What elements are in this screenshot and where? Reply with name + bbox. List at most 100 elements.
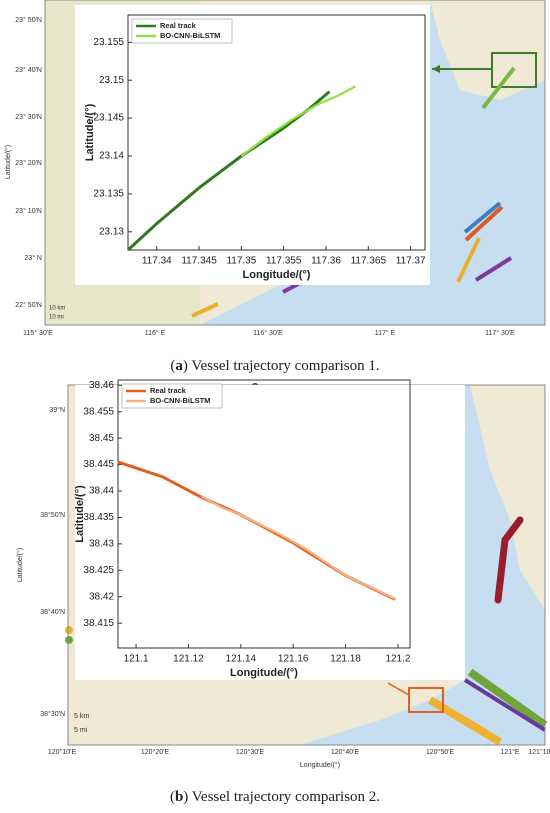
map-lon-label: 121°E xyxy=(500,748,519,756)
x-tick-label: 117.35 xyxy=(226,256,256,267)
map-lon-label: 120°40'E xyxy=(331,748,360,756)
map-lat-label: 23° 30'N xyxy=(15,113,42,121)
map-lat-label: 23° N xyxy=(24,254,42,262)
track xyxy=(494,516,524,604)
map-lat-label: 38°40'N xyxy=(40,608,65,616)
legend-box xyxy=(131,18,233,44)
scale: 10 mi xyxy=(49,315,64,321)
track xyxy=(481,66,516,110)
y-tick-label: 38.44 xyxy=(89,486,114,497)
scale: 5 km xyxy=(74,713,89,720)
caption-label: a xyxy=(175,358,183,374)
legend-label: Real track xyxy=(150,386,187,395)
x-tick-label: 117.355 xyxy=(266,256,302,267)
y-tick-label: 38.42 xyxy=(89,591,114,602)
legend-label: BO-CNN-BiLSTM xyxy=(150,396,210,405)
zoom-arrow xyxy=(387,682,410,696)
map-ylabel: Latitude/(°) xyxy=(16,548,24,582)
map-ylabel: Latitude/(°) xyxy=(4,145,12,179)
scale: 5 mi xyxy=(74,727,88,734)
track xyxy=(427,696,503,746)
x-tick-label: 117.36 xyxy=(311,256,341,267)
map-lat-label: 23° 10'N xyxy=(15,207,42,215)
zoom-box xyxy=(408,687,444,713)
y-tick-label: 23.145 xyxy=(93,113,124,124)
island xyxy=(430,0,545,100)
y-tick-label: 23.14 xyxy=(99,151,124,162)
y-tick-label: 38.455 xyxy=(83,406,114,417)
paren: ( xyxy=(170,358,175,374)
map-lat-label: 23° 50'N xyxy=(15,16,42,24)
x-tick-label: 117.37 xyxy=(396,256,426,267)
map-lon-label: 120°20'E xyxy=(141,748,170,756)
paren: ( xyxy=(170,789,175,805)
plot-frame xyxy=(127,14,426,251)
series-line xyxy=(200,495,396,600)
map-xlabel: Longitude/(°) xyxy=(300,761,340,769)
y-axis-label: Latitude/(°) xyxy=(84,103,96,161)
map-lat-label: 22° 50'N xyxy=(15,301,42,309)
y-axis-label: Latitude/(°) xyxy=(74,485,86,543)
arrow-head xyxy=(432,65,440,73)
caption: (b) Vessel trajectory comparison 2. xyxy=(170,789,380,805)
y-tick-label: 38.435 xyxy=(83,512,114,523)
map-lon-label: 120°30'E xyxy=(236,748,265,756)
y-tick-label: 23.155 xyxy=(93,37,124,48)
caption-label: b xyxy=(175,789,183,805)
map-lon-label: 121°10' xyxy=(528,748,550,756)
map-lat-label: 23° 40'N xyxy=(15,66,42,74)
inset xyxy=(75,5,430,285)
y-tick-label: 38.415 xyxy=(83,618,114,629)
x-tick-label: 121.1 xyxy=(124,654,149,665)
y-tick-label: 38.46 xyxy=(89,380,114,391)
y-tick-label: 38.425 xyxy=(83,565,114,576)
map-lon-label: 117° 30'E xyxy=(485,329,515,337)
map-frame xyxy=(44,0,546,326)
map-lon-label: 115° 30'E xyxy=(23,329,53,337)
marker xyxy=(65,626,73,634)
track xyxy=(456,237,481,283)
caption: (a) Vessel trajectory comparison 1. xyxy=(170,358,379,374)
x-tick-label: 121.14 xyxy=(226,654,257,665)
track xyxy=(463,678,547,732)
track xyxy=(464,205,504,242)
track xyxy=(463,201,502,234)
track xyxy=(474,256,513,282)
x-tick-label: 121.16 xyxy=(278,654,309,665)
map-lat-label: 38°50'N xyxy=(40,511,65,519)
series-line xyxy=(240,85,357,157)
map-lon-label: 117° E xyxy=(375,329,396,337)
legend-box xyxy=(121,383,223,409)
inset xyxy=(75,385,465,680)
track xyxy=(191,302,219,318)
y-tick-label: 23.15 xyxy=(99,75,124,86)
legend-label: Real track xyxy=(160,21,197,30)
x-tick-label: 121.12 xyxy=(173,654,204,665)
paren: ) xyxy=(183,358,191,374)
map-lon-label: 120°50'E xyxy=(426,748,455,756)
map-lon-label: 120°10'E xyxy=(48,748,77,756)
y-tick-label: 23.13 xyxy=(99,226,124,237)
x-tick-label: 117.365 xyxy=(351,256,387,267)
y-tick-label: 38.43 xyxy=(89,539,114,550)
map-lon-label: 116° 30'E xyxy=(253,329,283,337)
land xyxy=(470,385,545,610)
y-tick-label: 38.45 xyxy=(89,433,114,444)
y-tick-label: 23.135 xyxy=(93,189,124,200)
plot-frame xyxy=(117,379,411,649)
caption-text: Vessel trajectory comparison 2. xyxy=(192,789,380,805)
x-axis-label: Longitude/(°) xyxy=(230,667,298,679)
scale: 10 km xyxy=(49,306,65,312)
map-lat-label: 39°N xyxy=(49,406,65,414)
caption-text: Vessel trajectory comparison 1. xyxy=(191,358,379,374)
x-tick-label: 117.345 xyxy=(181,256,217,267)
x-tick-label: 121.18 xyxy=(330,654,361,665)
map-lat-label: 23° 20'N xyxy=(15,159,42,167)
y-tick-label: 38.445 xyxy=(83,459,114,470)
x-tick-label: 121.2 xyxy=(385,654,410,665)
track xyxy=(467,668,548,729)
map-lon-label: 116° E xyxy=(145,329,166,337)
x-tick-label: 117.34 xyxy=(142,256,172,267)
x-axis-label: Longitude/(°) xyxy=(243,269,311,281)
